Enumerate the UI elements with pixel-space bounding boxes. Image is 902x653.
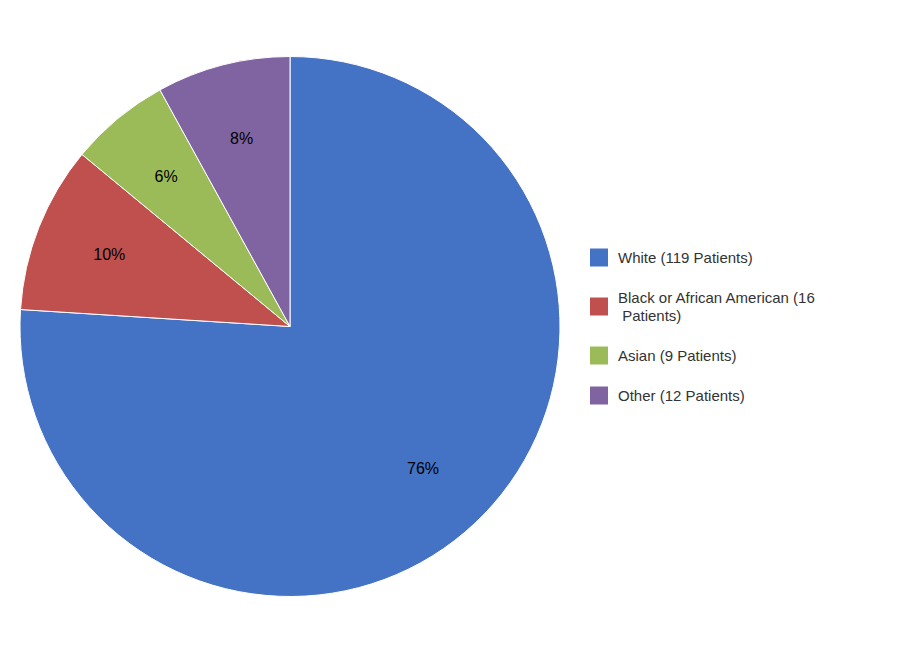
- data-label: 76%: [407, 460, 439, 477]
- legend-swatch: [590, 387, 608, 405]
- legend-label: Black or African American (16 Patients): [618, 289, 815, 324]
- legend-label: Other (12 Patients): [618, 387, 745, 404]
- chart: 76% 10% 6% 8% White (119 Patients) Black or A…: [0, 0, 902, 653]
- data-label: 6%: [155, 168, 178, 185]
- legend-label: Asian (9 Patients): [618, 347, 736, 364]
- data-labels: 76% 10% 6% 8%: [93, 130, 439, 477]
- data-label: 8%: [230, 130, 253, 147]
- legend-label: White (119 Patients): [618, 249, 753, 266]
- legend-swatch: [590, 249, 608, 267]
- pie-slice: [20, 57, 560, 597]
- data-label: 10%: [93, 246, 125, 263]
- legend: White (119 Patients) Black or African Ame…: [590, 249, 815, 405]
- slices: [20, 57, 560, 597]
- legend-swatch: [590, 347, 608, 365]
- pie-slice: [160, 57, 290, 327]
- legend-swatch: [590, 298, 608, 316]
